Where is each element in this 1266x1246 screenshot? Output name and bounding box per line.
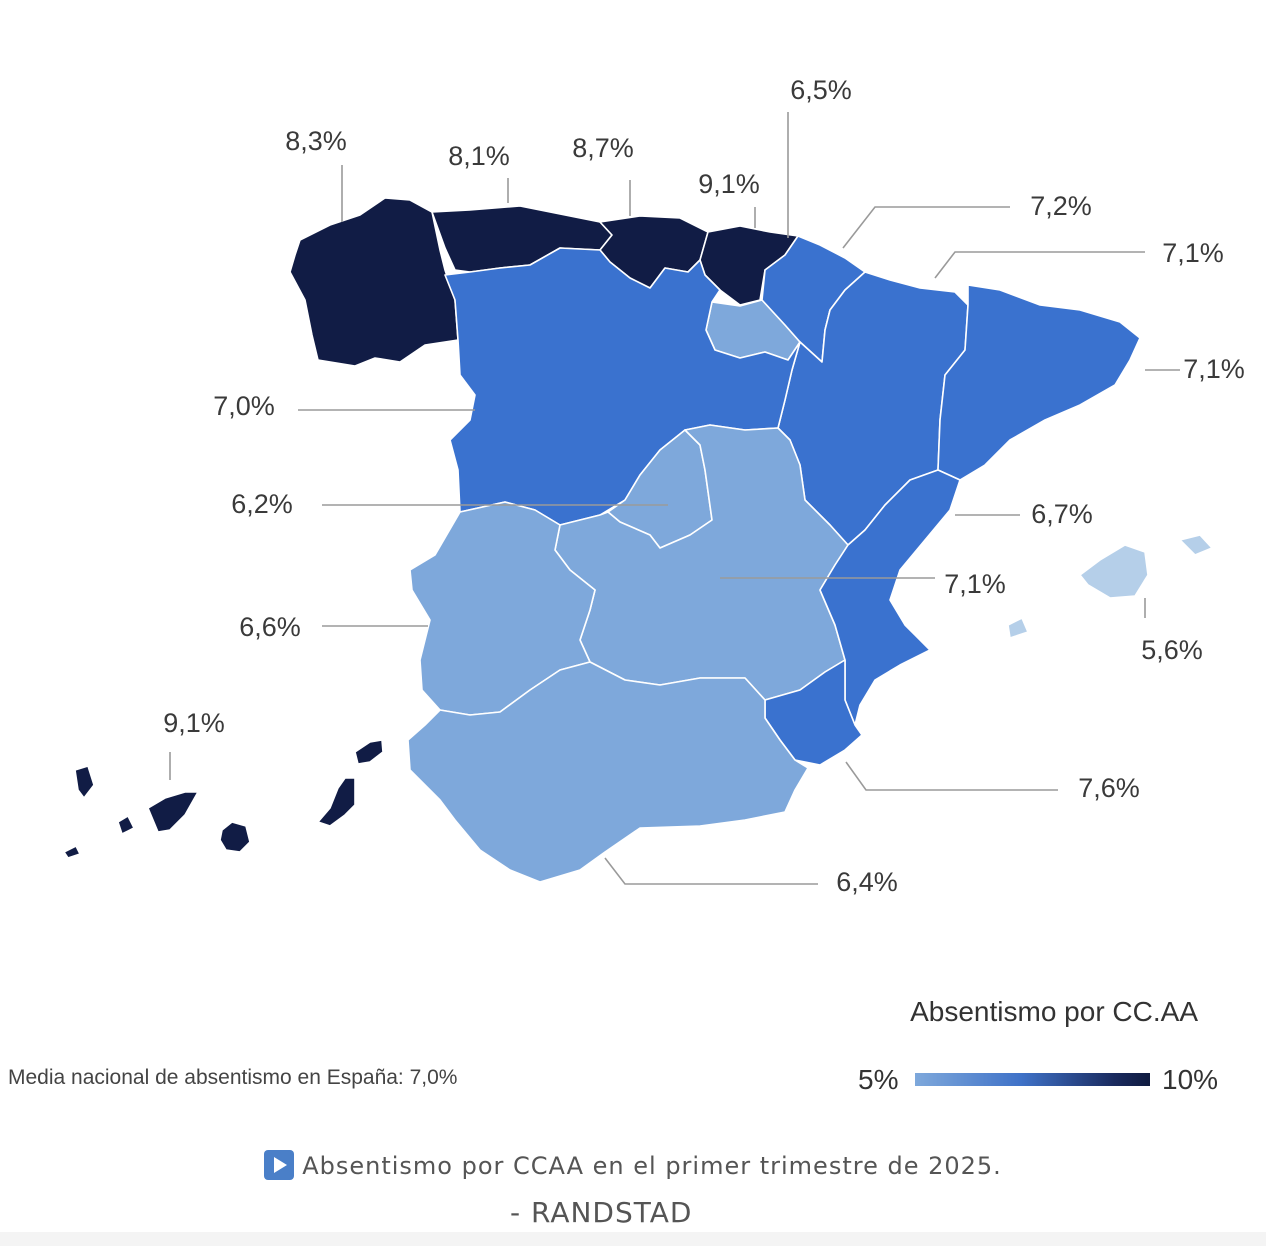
value-label-asturias: 8,1% [448,141,510,171]
value-label-pais-vasco: 9,1% [698,169,760,199]
value-label-canarias: 9,1% [163,708,225,738]
value-label-navarra: 7,2% [1030,191,1092,221]
leader-line-andalucia [604,857,818,885]
legend-color-scale [915,1073,1150,1086]
value-label-baleares: 5,6% [1141,635,1203,665]
value-label-cantabria: 8,7% [572,133,634,163]
value-label-cataluna: 7,1% [1183,354,1245,384]
bottom-divider [0,1232,1266,1246]
value-label-aragon: 7,1% [1162,238,1224,268]
value-label-comunidad-valenciana: 6,7% [1031,499,1093,529]
legend-max-label: 10% [1162,1064,1219,1095]
value-label-extremadura: 6,6% [239,612,301,642]
region-comunidad-valenciana [819,469,961,726]
legend-title: Absentismo por CC.AA [910,996,1198,1027]
value-label-murcia: 7,6% [1078,773,1140,803]
spain-absenteeism-map: 8,3% 8,1% 8,7% 9,1% 6,5% 7,2% 7,1% 7,1% … [63,75,1245,897]
leader-line-murcia [845,761,1058,791]
figure-caption: Absentismo por CCAA en el primer trimest… [0,1150,1266,1180]
value-label-galicia: 8,3% [285,126,347,156]
region-baleares [1007,534,1213,639]
source-credit: - RANDSTAD [510,1196,693,1229]
value-label-madrid: 6,2% [231,489,293,519]
leader-line-navarra [842,206,1010,249]
value-label-castilla-y-leon: 7,0% [213,391,275,421]
value-label-castilla-la-mancha: 7,1% [944,569,1006,599]
value-label-andalucia: 6,4% [836,867,898,897]
national-average-note: Media nacional de absentismo en España: … [8,1066,458,1089]
region-cataluna [937,284,1141,481]
legend-min-label: 5% [858,1064,899,1095]
region-galicia [289,197,459,367]
region-andalucia [407,661,809,883]
value-label-la-rioja: 6,5% [790,75,852,105]
play-button-icon [264,1150,295,1180]
caption-text: Absentismo por CCAA en el primer trimest… [302,1152,1002,1180]
region-canarias [63,739,384,859]
leader-line-aragon [934,251,1145,279]
